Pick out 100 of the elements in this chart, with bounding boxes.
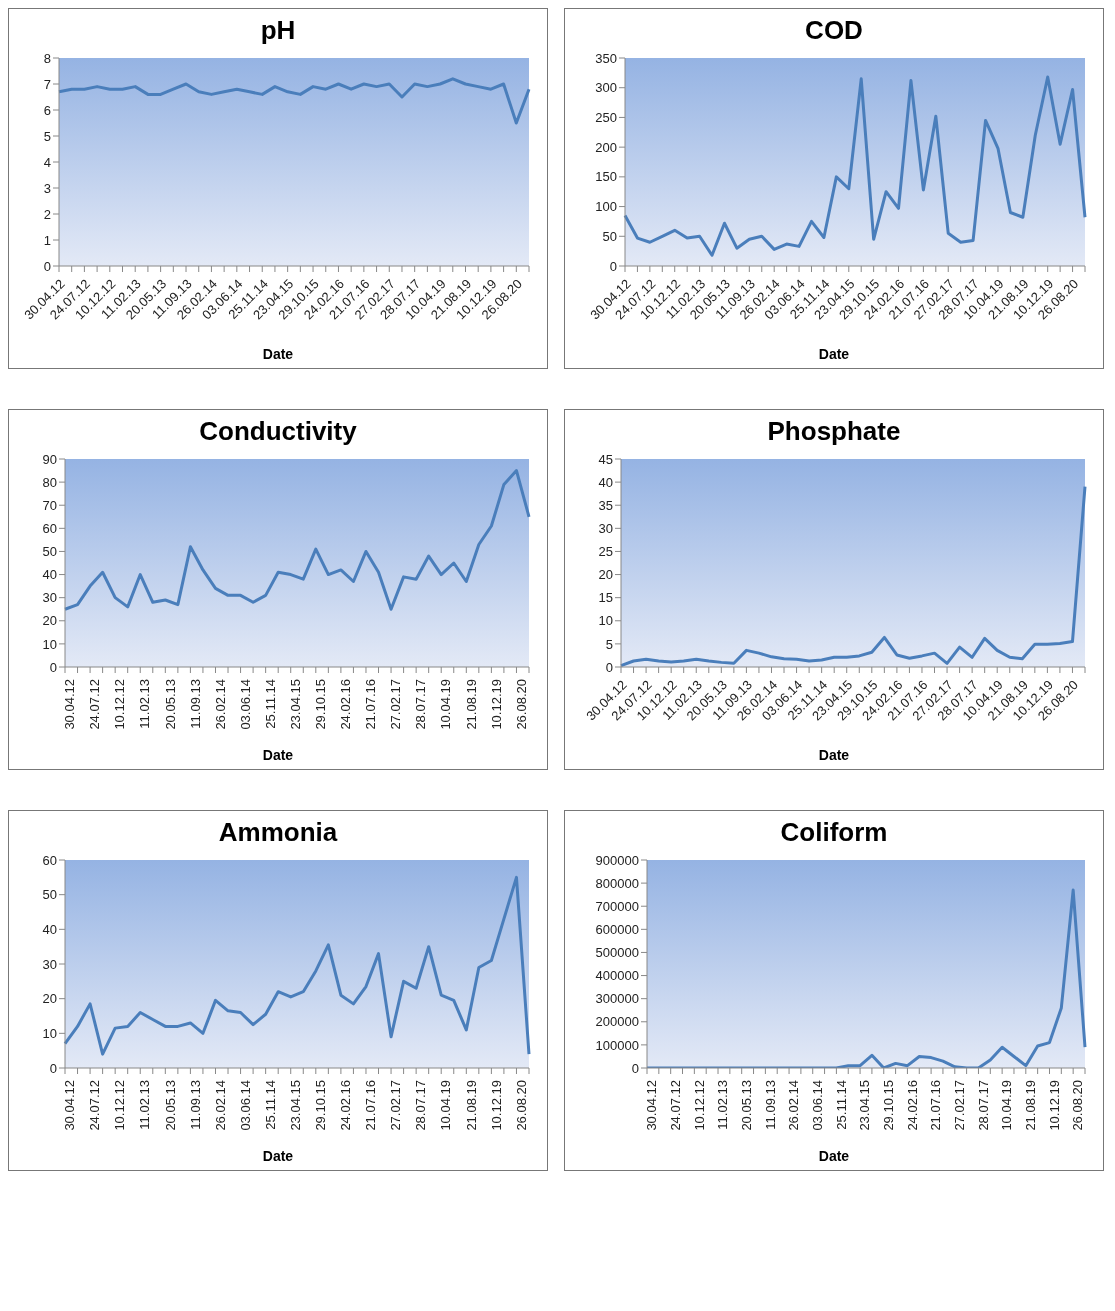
x-tick-label: 25.11.14 xyxy=(262,679,278,729)
y-tick-label: 2 xyxy=(43,206,51,222)
x-tick-label: 11.09.13 xyxy=(187,1080,203,1130)
x-tick-label: 24.02.16 xyxy=(904,1080,920,1131)
x-tick-label: 11.09.13 xyxy=(187,679,203,729)
y-tick-label: 20 xyxy=(42,613,57,629)
y-tick-label: 700000 xyxy=(595,898,639,914)
y-tick-label: 90 xyxy=(42,451,57,467)
y-tick-label: 10 xyxy=(42,636,57,652)
y-tick-label: 600000 xyxy=(595,921,639,937)
x-tick-label: 03.06.14 xyxy=(809,1080,825,1131)
y-tick-label: 900000 xyxy=(595,852,639,868)
x-axis-title: Date xyxy=(817,747,851,763)
y-tick-label: 50 xyxy=(42,887,57,903)
x-tick-label: 10.12.12 xyxy=(112,679,128,730)
y-tick-label: 20 xyxy=(598,567,613,583)
y-tick-label: 20 xyxy=(42,991,57,1007)
y-tick-label: 0 xyxy=(631,1060,639,1076)
y-tick-label: 50 xyxy=(42,544,57,560)
y-tick-label: 70 xyxy=(42,497,57,513)
x-tick-label: 21.07.16 xyxy=(928,1080,944,1131)
x-tick-label: 30.04.12 xyxy=(62,679,78,730)
x-tick-label: 26.02.14 xyxy=(786,1080,802,1131)
y-tick-label: 0 xyxy=(49,1060,57,1076)
x-tick-label: 10.12.12 xyxy=(691,1080,707,1131)
x-tick-label: 11.02.13 xyxy=(137,679,153,729)
x-tick-label: 28.07.17 xyxy=(413,1080,429,1131)
x-tick-label: 29.10.15 xyxy=(313,679,329,730)
x-tick-label: 29.10.15 xyxy=(880,1080,896,1131)
y-tick-label: 30 xyxy=(42,956,57,972)
x-tick-label: 11.02.13 xyxy=(715,1080,731,1130)
x-tick-label: 10.12.12 xyxy=(112,1080,128,1131)
x-tick-label: 26.08.20 xyxy=(513,1080,529,1131)
y-tick-label: 8 xyxy=(43,50,51,66)
y-tick-label: 60 xyxy=(42,520,57,536)
y-tick-label: 250 xyxy=(595,110,617,126)
x-tick-label: 28.07.17 xyxy=(975,1080,991,1131)
y-tick-label: 1 xyxy=(43,232,51,248)
x-tick-label: 26.02.14 xyxy=(212,679,228,730)
y-tick-label: 40 xyxy=(42,567,57,583)
y-tick-label: 100 xyxy=(595,199,617,215)
x-axis-title: Date xyxy=(817,1148,851,1164)
y-tick-label: 60 xyxy=(42,852,57,868)
y-tick-label: 0 xyxy=(605,659,613,675)
x-tick-label: 26.08.20 xyxy=(1070,1080,1086,1131)
x-tick-label: 24.07.12 xyxy=(87,1080,103,1131)
y-tick-label: 5 xyxy=(43,128,51,144)
x-tick-label: 21.07.16 xyxy=(363,679,379,730)
x-tick-label: 20.05.13 xyxy=(738,1080,754,1131)
x-tick-label: 23.04.15 xyxy=(287,679,303,730)
y-tick-label: 30 xyxy=(42,590,57,606)
x-tick-label: 27.02.17 xyxy=(952,1080,968,1131)
y-tick-label: 400000 xyxy=(595,968,639,984)
y-tick-label: 3 xyxy=(43,180,51,196)
x-tick-label: 10.04.19 xyxy=(438,679,454,730)
chart-title: pH xyxy=(259,15,297,46)
y-tick-label: 7 xyxy=(43,76,51,92)
y-tick-label: 150 xyxy=(595,169,617,185)
y-tick-label: 50 xyxy=(602,228,617,244)
x-axis-title: Date xyxy=(261,346,295,362)
line-series xyxy=(63,875,531,1056)
x-tick-label: 21.08.19 xyxy=(1023,1080,1039,1131)
y-tick-label: 200 xyxy=(595,139,617,155)
x-tick-label: 24.07.12 xyxy=(667,1080,683,1131)
x-tick-label: 10.12.19 xyxy=(488,1080,504,1131)
x-tick-label: 10.12.19 xyxy=(488,679,504,730)
y-tick-label: 0 xyxy=(49,659,57,675)
x-tick-label: 20.05.13 xyxy=(162,679,178,730)
x-tick-label: 10.04.19 xyxy=(999,1080,1015,1131)
y-tick-label: 25 xyxy=(598,544,613,560)
y-tick-label: 80 xyxy=(42,474,57,490)
x-tick-label: 03.06.14 xyxy=(237,1080,253,1131)
line-series xyxy=(623,75,1087,257)
chart-title: COD xyxy=(804,15,864,46)
x-tick-label: 26.02.14 xyxy=(212,1080,228,1131)
x-tick-label: 21.08.19 xyxy=(463,679,479,730)
x-tick-label: 24.07.12 xyxy=(87,679,103,730)
y-tick-label: 30 xyxy=(598,520,613,536)
chart-title: Ammonia xyxy=(217,817,339,848)
x-tick-label: 25.11.14 xyxy=(833,1080,849,1130)
x-tick-label: 30.04.12 xyxy=(62,1080,78,1131)
line-series xyxy=(57,77,531,125)
y-tick-label: 300 xyxy=(595,80,617,96)
x-tick-label: 25.11.14 xyxy=(262,1080,278,1130)
y-tick-label: 35 xyxy=(598,497,613,513)
chart-title: Phosphate xyxy=(766,416,902,447)
x-tick-label: 28.07.17 xyxy=(413,679,429,730)
x-tick-label: 30.04.12 xyxy=(644,1080,660,1131)
x-tick-label: 10.04.19 xyxy=(438,1080,454,1131)
y-tick-label: 15 xyxy=(598,590,613,606)
x-tick-label: 24.02.16 xyxy=(338,679,354,730)
x-tick-label: 20.05.13 xyxy=(162,1080,178,1131)
chart-title: Coliform xyxy=(779,817,889,848)
y-tick-label: 40 xyxy=(598,474,613,490)
y-tick-label: 6 xyxy=(43,102,51,118)
y-tick-label: 100000 xyxy=(595,1037,639,1053)
y-tick-label: 800000 xyxy=(595,875,639,891)
x-tick-label: 27.02.17 xyxy=(388,679,404,730)
x-axis-title: Date xyxy=(261,747,295,763)
x-tick-label: 03.06.14 xyxy=(237,679,253,730)
